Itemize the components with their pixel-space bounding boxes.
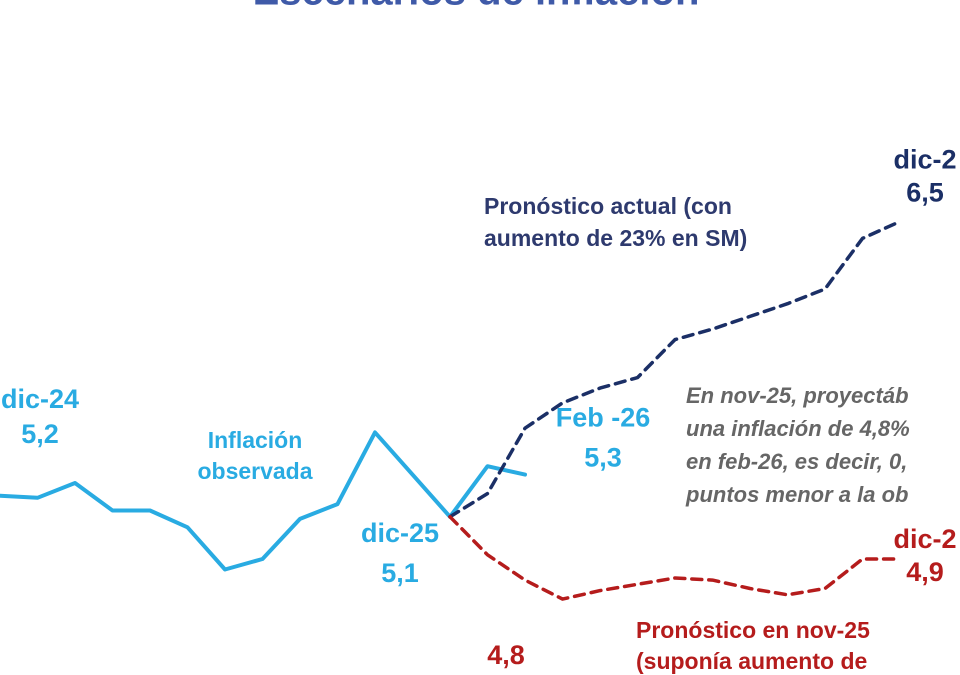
series-line (0, 430, 527, 572)
annotation: Pronóstico en nov-25 (636, 617, 870, 643)
value-label: 6,5 (906, 178, 944, 208)
annotation: puntos menor a la ob (685, 482, 908, 507)
value-label: 4,9 (906, 557, 944, 587)
point-label: dic-25 (361, 518, 439, 548)
series-line (448, 515, 902, 601)
series-line (448, 219, 902, 519)
annotation: observada (197, 458, 312, 484)
annotation: en feb-26, es decir, 0, (686, 449, 907, 474)
value-label: 4,8 (487, 640, 525, 670)
point-label: dic-2 (893, 524, 956, 554)
annotation: aumento de 23% en SM) (484, 225, 747, 251)
annotation: Pronóstico actual (con (484, 193, 732, 219)
point-label: Feb -26 (556, 403, 651, 433)
annotation: En nov-25, proyectáb (686, 383, 909, 408)
point-label: dic-24 (1, 384, 79, 414)
chart-title: Escenarios de inflación (253, 0, 700, 14)
annotation: una inflación de 4,8% (686, 416, 910, 441)
annotation: (suponía aumento de (636, 648, 867, 674)
annotation: Inflación (208, 427, 303, 453)
value-label: 5,2 (21, 419, 59, 449)
value-label: 5,3 (584, 443, 622, 473)
value-label: 5,1 (381, 558, 419, 588)
point-label: dic-2 (893, 145, 956, 175)
